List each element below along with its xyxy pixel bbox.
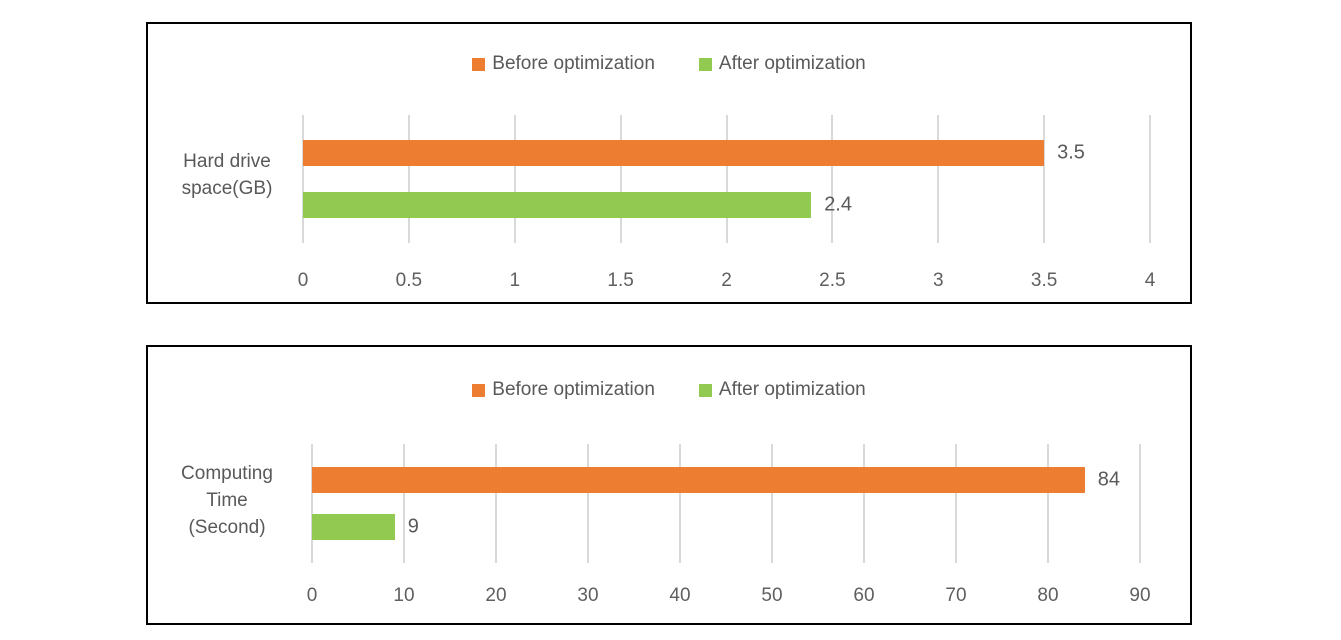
legend-item-after-optimization[interactable]: After optimization (698, 53, 866, 75)
gridline (1149, 115, 1151, 243)
data-label: 84 (1097, 468, 1121, 491)
x-tick-label: 20 (485, 585, 507, 606)
x-tick-label: 10 (393, 585, 415, 606)
gridline (1043, 115, 1046, 243)
chart-hard-drive-space: Before optimization After optimization H… (146, 22, 1192, 304)
x-tick-label: 1.5 (607, 270, 634, 291)
gridline (679, 444, 681, 563)
plot-area: 3.5 2.4 (302, 115, 1151, 243)
gridline (403, 444, 405, 563)
gridline (513, 115, 516, 243)
gridline (495, 444, 497, 563)
x-axis: 0 10 20 30 40 50 60 70 80 90 (307, 585, 1151, 611)
bar-after-optimization[interactable] (312, 514, 395, 541)
x-tick-label: 0 (297, 270, 309, 291)
x-tick-label: 3 (932, 270, 944, 291)
gridline (407, 115, 410, 243)
legend-swatch-after-icon (698, 383, 712, 397)
legend-label-before: Before optimization (492, 379, 655, 400)
legend-label-after: After optimization (718, 53, 866, 74)
gridline (937, 115, 940, 243)
legend-item-after-optimization[interactable]: After optimization (698, 379, 866, 401)
plot-area: 84 9 (311, 444, 1141, 563)
legend-label-before: Before optimization (492, 53, 655, 74)
legend-item-before-optimization[interactable]: Before optimization (472, 53, 655, 75)
x-tick-label: 3.5 (1030, 270, 1058, 291)
gridline (311, 444, 313, 563)
x-tick-label: 0.5 (395, 270, 423, 291)
bar-before-optimization[interactable] (312, 466, 1085, 493)
x-axis: 0 0.5 1 1.5 2 2.5 3 3.5 4 (298, 270, 1156, 296)
data-label: 3.5 (1057, 141, 1085, 164)
x-tick-label: 40 (669, 585, 691, 606)
category-axis-label: Computing Time (Second) (181, 463, 273, 538)
x-tick-label: 60 (853, 585, 875, 606)
legend: Before optimization After optimization (148, 379, 1190, 401)
x-tick-label: 80 (1037, 585, 1059, 606)
bar-after-optimization[interactable] (303, 191, 812, 218)
legend-item-before-optimization[interactable]: Before optimization (472, 379, 655, 401)
bar-before-optimization[interactable] (303, 140, 1045, 167)
data-label: 9 (407, 515, 419, 538)
gridline (771, 444, 773, 563)
gridline (1139, 444, 1141, 563)
legend-swatch-after-icon (698, 57, 712, 71)
gridline (831, 115, 834, 243)
x-tick-label: 2.5 (819, 270, 846, 291)
x-tick-label: 50 (761, 585, 783, 606)
legend-swatch-before-icon (472, 57, 486, 71)
x-tick-label: 4 (1144, 270, 1156, 291)
x-tick-label: 0 (306, 585, 318, 606)
x-tick-label: 90 (1129, 585, 1151, 606)
gridline (955, 444, 957, 563)
x-tick-label: 30 (577, 585, 599, 606)
gridline (725, 115, 728, 243)
gridline (1047, 444, 1049, 563)
legend: Before optimization After optimization (148, 53, 1190, 75)
category-axis-label: Hard drive space(GB) (181, 151, 273, 199)
chart-computing-time: Before optimization After optimization C… (146, 345, 1192, 625)
gridline (862, 444, 865, 563)
x-tick-label: 2 (721, 270, 732, 291)
legend-label-after: After optimization (718, 379, 866, 400)
gridline (586, 444, 589, 563)
gridline (619, 115, 622, 243)
gridline (302, 115, 304, 243)
x-tick-label: 70 (945, 585, 967, 606)
x-tick-label: 1 (509, 270, 521, 291)
data-label: 2.4 (824, 193, 852, 216)
legend-swatch-before-icon (472, 383, 486, 397)
